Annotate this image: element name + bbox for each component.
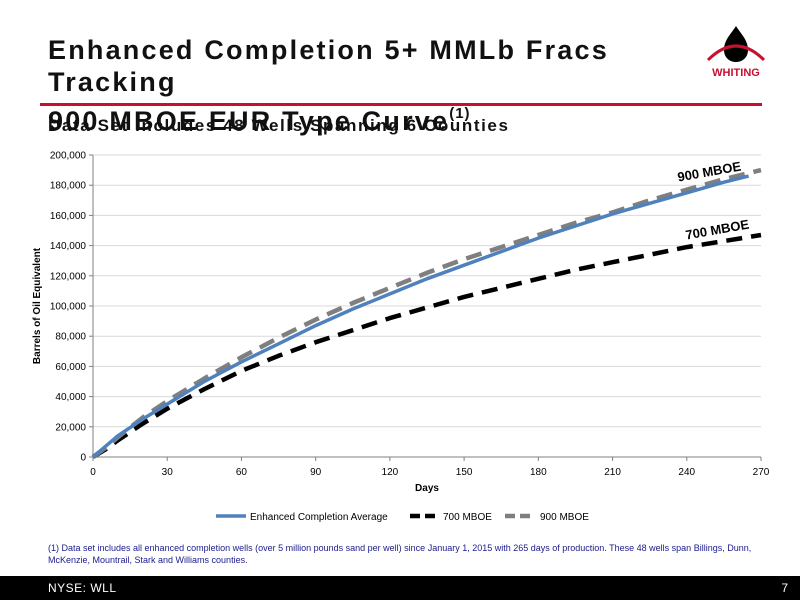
x-tick-label: 270 <box>753 467 770 478</box>
y-tick-label: 200,000 <box>50 151 87 162</box>
series-line-enhanced-completion-average <box>91 174 750 459</box>
y-tick-label: 0 <box>80 453 86 464</box>
title-footnote-marker: (1) <box>449 105 471 122</box>
logo-drop-icon <box>724 26 748 62</box>
x-tick-label: 120 <box>382 467 399 478</box>
y-tick-label: 60,000 <box>55 362 86 373</box>
legend-label-enhanced-completion-average: Enhanced Completion Average <box>250 512 388 523</box>
y-tick-label: 160,000 <box>50 211 87 222</box>
slide-subtitle: Data Set Includes 48 Wells Spanning 6 Co… <box>48 116 510 135</box>
x-tick-label: 30 <box>162 467 174 478</box>
x-tick-label: 90 <box>310 467 322 478</box>
slide-title: Enhanced Completion 5+ MMLb Fracs Tracki… <box>48 34 688 137</box>
y-tick-label: 120,000 <box>50 271 87 282</box>
x-tick-label: 150 <box>456 467 473 478</box>
title-divider <box>40 103 762 106</box>
y-axis-title: Barrels of Oil Equivalent <box>32 247 43 364</box>
series-line-700-mboe <box>91 232 762 459</box>
chart-grid <box>93 154 761 428</box>
whiting-logo: WHITING <box>706 26 766 79</box>
chart-series <box>91 167 762 459</box>
y-tick-label: 80,000 <box>55 332 86 343</box>
title-line-1: Enhanced Completion 5+ MMLb Fracs Tracki… <box>48 35 609 97</box>
series-line-900-mboe <box>91 167 762 459</box>
y-tick-label: 100,000 <box>50 302 87 313</box>
chart-axes: 0 20,000 40,000 60,000 80,000 100,000 120,000 1… <box>32 151 770 495</box>
x-axis-title: Days <box>415 483 439 494</box>
type-curve-chart: 0 20,000 40,000 60,000 80,000 100,000 120,000 1… <box>32 151 770 524</box>
legend-label-900-mboe: 900 MBOE <box>540 512 589 523</box>
footer-ticker: NYSE: WLL <box>48 581 117 595</box>
footnote: (1) Data set includes all enhanced compl… <box>48 543 752 565</box>
footer-bar: NYSE: WLL 7 <box>0 576 800 600</box>
y-tick-label: 140,000 <box>50 241 87 252</box>
y-tick-label: 20,000 <box>55 422 86 433</box>
logo-text: WHITING <box>712 67 760 79</box>
y-tick-label: 180,000 <box>50 181 87 192</box>
legend-label-700-mboe: 700 MBOE <box>443 512 492 523</box>
x-tick-label: 210 <box>604 467 621 478</box>
x-tick-label: 60 <box>236 467 248 478</box>
logo-arc <box>706 44 766 62</box>
x-tick-label: 0 <box>90 467 96 478</box>
y-tick-label: 40,000 <box>55 392 86 403</box>
page-number: 7 <box>781 581 788 595</box>
x-tick-label: 240 <box>678 467 695 478</box>
chart-legend: Enhanced Completion Average 700 MBOE 900 M… <box>216 512 589 523</box>
title-line-2: 900 MBOE EUR Type Curve <box>48 106 450 136</box>
x-tick-label: 180 <box>530 467 547 478</box>
